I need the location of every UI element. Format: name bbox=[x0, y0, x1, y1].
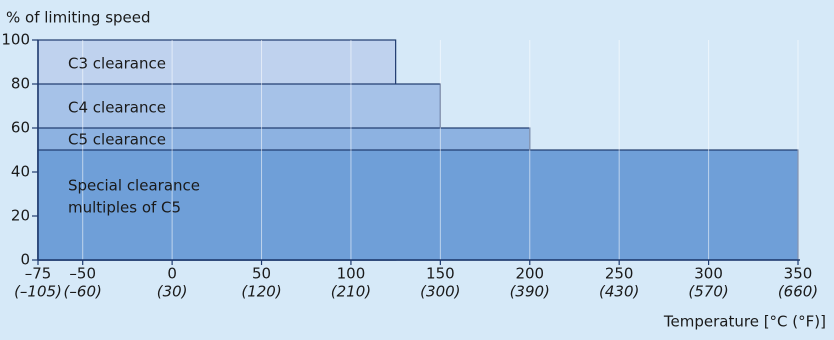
x-tick-secondary-label: (660) bbox=[778, 283, 818, 301]
x-tick-secondary-label: (430) bbox=[599, 283, 639, 301]
x-tick-label: 150 bbox=[426, 265, 455, 283]
series-label: C5 clearance bbox=[68, 131, 166, 149]
y-tick-label: 0 bbox=[20, 251, 30, 269]
clearance-area bbox=[37, 149, 799, 261]
x-axis-label: Temperature [°C (°F)] bbox=[663, 313, 826, 331]
x-tick-secondary-label: (390) bbox=[510, 283, 550, 301]
x-tick-secondary-label: (120) bbox=[241, 283, 281, 301]
x-tick-label: 100 bbox=[337, 265, 366, 283]
x-tick-secondary-label: (–60) bbox=[64, 283, 102, 301]
x-tick-label: 300 bbox=[694, 265, 723, 283]
x-tick-label: –75 bbox=[25, 265, 52, 283]
x-tick-label: 0 bbox=[167, 265, 177, 283]
y-axis-label: % of limiting speed bbox=[6, 9, 151, 27]
x-tick-label: –50 bbox=[69, 265, 96, 283]
y-tick-label: 20 bbox=[11, 207, 30, 225]
y-tick-label: 60 bbox=[11, 119, 30, 137]
x-tick-label: 350 bbox=[784, 265, 813, 283]
series-label: C4 clearance bbox=[68, 99, 166, 117]
series-label: multiples of C5 bbox=[68, 199, 181, 217]
y-tick-label: 100 bbox=[1, 31, 30, 49]
series-label: Special clearance bbox=[68, 177, 200, 195]
x-tick-secondary-label: (300) bbox=[420, 283, 460, 301]
x-tick-label: 250 bbox=[605, 265, 634, 283]
series-label: C3 clearance bbox=[68, 55, 166, 73]
y-tick-label: 40 bbox=[11, 163, 30, 181]
x-tick-secondary-label: (570) bbox=[688, 283, 728, 301]
x-tick-secondary-label: (30) bbox=[157, 283, 188, 301]
x-tick-label: 50 bbox=[252, 265, 271, 283]
y-tick-label: 80 bbox=[11, 75, 30, 93]
x-tick-secondary-label: (–105) bbox=[14, 283, 62, 301]
x-tick-secondary-label: (210) bbox=[331, 283, 371, 301]
x-tick-label: 200 bbox=[515, 265, 544, 283]
